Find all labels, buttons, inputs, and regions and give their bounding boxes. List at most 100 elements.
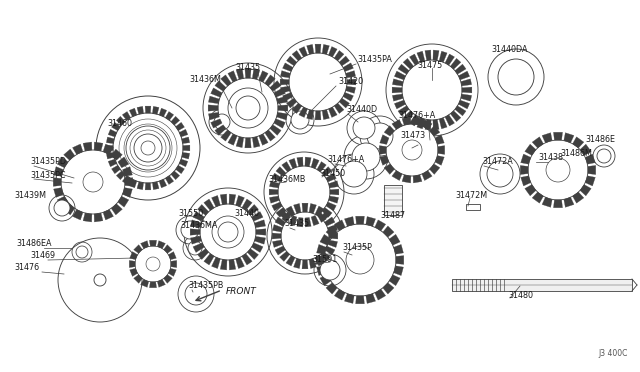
Polygon shape — [328, 196, 339, 203]
Polygon shape — [179, 159, 188, 167]
Text: 31435PB: 31435PB — [188, 282, 223, 291]
Circle shape — [353, 117, 375, 139]
Polygon shape — [280, 251, 290, 262]
Polygon shape — [282, 212, 291, 222]
Circle shape — [324, 224, 396, 296]
Polygon shape — [198, 205, 209, 215]
Polygon shape — [344, 217, 354, 226]
Text: 31487: 31487 — [380, 212, 405, 221]
Polygon shape — [145, 106, 151, 113]
Circle shape — [402, 140, 422, 160]
Polygon shape — [137, 106, 143, 114]
Text: 31436M: 31436M — [189, 76, 221, 84]
Polygon shape — [380, 135, 389, 144]
Polygon shape — [149, 240, 157, 246]
Polygon shape — [439, 118, 447, 129]
Polygon shape — [564, 133, 574, 143]
Polygon shape — [209, 96, 220, 104]
Polygon shape — [255, 220, 266, 228]
Polygon shape — [324, 246, 335, 255]
Polygon shape — [157, 241, 165, 248]
Polygon shape — [152, 106, 159, 114]
Polygon shape — [255, 236, 266, 244]
Polygon shape — [176, 122, 184, 131]
Circle shape — [188, 241, 202, 255]
Polygon shape — [273, 240, 282, 247]
Polygon shape — [247, 249, 259, 260]
Polygon shape — [422, 171, 432, 180]
Polygon shape — [286, 256, 295, 266]
Polygon shape — [94, 213, 103, 222]
Polygon shape — [182, 137, 189, 144]
Polygon shape — [320, 234, 331, 245]
Polygon shape — [209, 112, 220, 120]
Polygon shape — [297, 218, 303, 227]
Polygon shape — [328, 240, 337, 247]
Text: 31440: 31440 — [234, 209, 259, 218]
Polygon shape — [118, 196, 129, 207]
Polygon shape — [292, 51, 301, 61]
Polygon shape — [54, 167, 63, 176]
Text: 31440DA: 31440DA — [492, 45, 528, 55]
Polygon shape — [171, 260, 177, 267]
Circle shape — [200, 204, 256, 260]
Polygon shape — [129, 108, 137, 117]
Polygon shape — [311, 158, 319, 169]
Polygon shape — [108, 159, 116, 167]
Polygon shape — [182, 153, 189, 159]
Text: 31450: 31450 — [320, 169, 345, 177]
Polygon shape — [461, 79, 472, 86]
Polygon shape — [542, 197, 552, 207]
Text: 31480: 31480 — [508, 292, 533, 301]
Polygon shape — [122, 187, 132, 198]
Polygon shape — [159, 108, 166, 117]
Polygon shape — [141, 279, 148, 287]
Polygon shape — [521, 154, 531, 164]
Polygon shape — [328, 225, 337, 232]
Polygon shape — [410, 54, 419, 65]
Polygon shape — [309, 259, 316, 269]
Polygon shape — [347, 79, 356, 85]
Polygon shape — [356, 216, 364, 224]
Polygon shape — [171, 171, 180, 180]
Polygon shape — [229, 259, 236, 270]
Polygon shape — [83, 142, 92, 151]
Polygon shape — [344, 294, 354, 304]
Polygon shape — [269, 189, 278, 195]
Polygon shape — [339, 56, 349, 66]
Polygon shape — [403, 58, 413, 69]
Polygon shape — [72, 144, 83, 154]
Polygon shape — [191, 220, 202, 228]
Text: 31486EA: 31486EA — [16, 240, 51, 248]
Polygon shape — [130, 251, 138, 260]
Polygon shape — [311, 215, 319, 226]
Polygon shape — [270, 81, 281, 91]
Text: 31473: 31473 — [400, 131, 425, 141]
Polygon shape — [309, 203, 316, 214]
Polygon shape — [193, 212, 204, 221]
Polygon shape — [375, 220, 386, 231]
Circle shape — [214, 114, 230, 130]
Polygon shape — [435, 155, 444, 165]
Polygon shape — [83, 213, 92, 222]
Polygon shape — [64, 204, 75, 215]
Polygon shape — [521, 176, 531, 186]
Polygon shape — [286, 206, 295, 217]
Polygon shape — [542, 133, 552, 143]
Polygon shape — [439, 51, 447, 62]
Polygon shape — [322, 208, 332, 217]
Polygon shape — [215, 81, 226, 91]
Polygon shape — [525, 185, 536, 196]
Polygon shape — [532, 192, 543, 203]
Polygon shape — [366, 294, 376, 304]
Polygon shape — [326, 226, 337, 237]
Polygon shape — [57, 196, 68, 207]
Circle shape — [528, 140, 588, 200]
Polygon shape — [356, 296, 364, 304]
Polygon shape — [259, 134, 268, 145]
Polygon shape — [429, 126, 440, 136]
Polygon shape — [317, 161, 326, 172]
Polygon shape — [384, 164, 394, 174]
Polygon shape — [72, 209, 83, 220]
Polygon shape — [265, 75, 275, 86]
